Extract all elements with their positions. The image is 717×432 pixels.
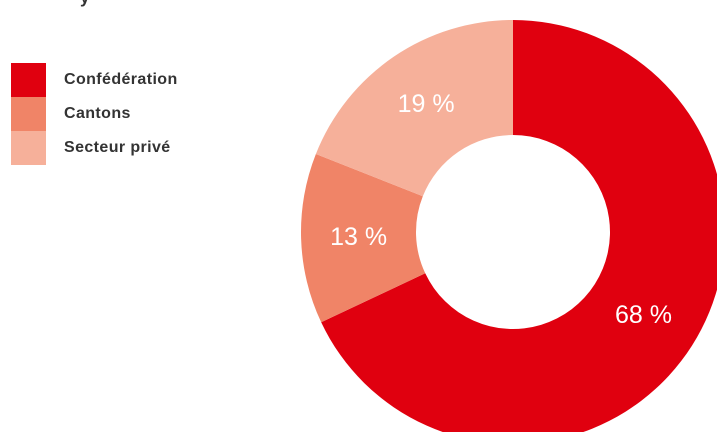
slice-cantons [301, 153, 426, 323]
legend-label-confederation: Confédération [64, 71, 178, 88]
legend-label-secteur-prive: Secteur privé [64, 139, 171, 156]
slice-label-confederation: 68 % [615, 301, 672, 329]
legend-item-cantons: Cantons [11, 97, 178, 131]
slice-confederation [321, 20, 717, 432]
legend: Confédération Cantons Secteur privé [11, 63, 178, 165]
slice-secteur-prive [315, 20, 513, 197]
slice-label-secteur-prive: 19 % [398, 90, 455, 118]
legend-swatch-secteur-prive [11, 131, 46, 165]
legend-item-secteur-prive: Secteur privé [11, 131, 178, 165]
legend-label-cantons: Cantons [64, 105, 131, 122]
legend-swatch-cantons [11, 97, 46, 131]
legend-swatch-confederation [11, 63, 46, 97]
slice-label-cantons: 13 % [330, 223, 387, 251]
header-fragment: y [80, 0, 89, 8]
legend-item-confederation: Confédération [11, 63, 178, 97]
